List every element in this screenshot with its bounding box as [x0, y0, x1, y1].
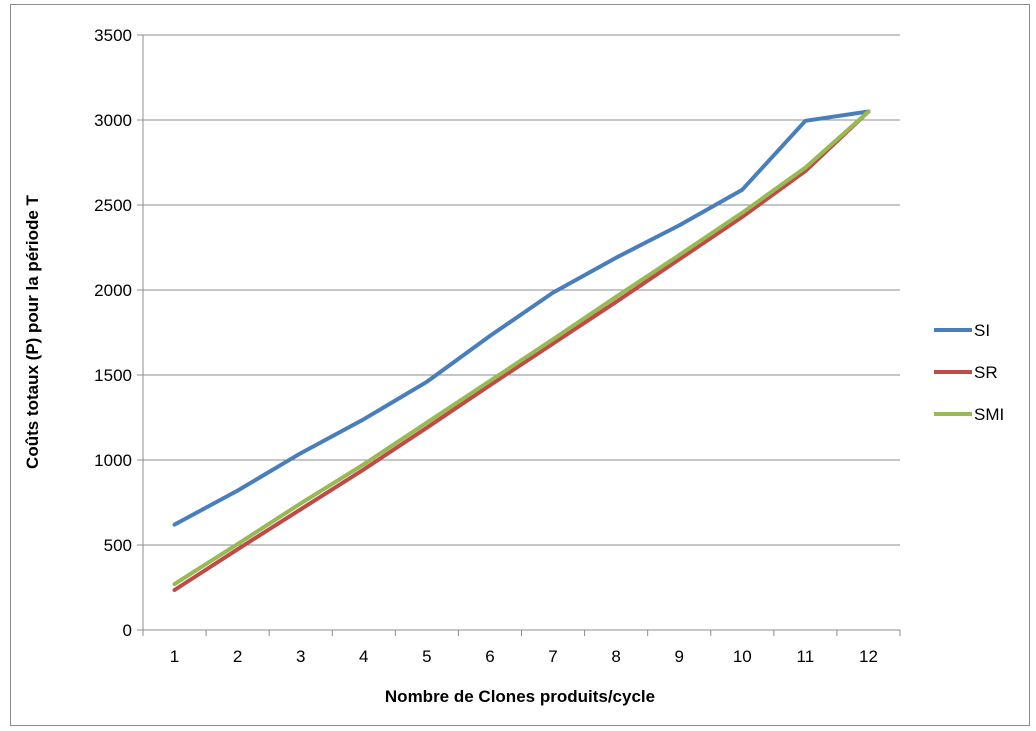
- y-tick-label: 500: [104, 536, 132, 555]
- axes: [137, 34, 901, 636]
- y-tick-label: 3500: [94, 26, 132, 45]
- x-tick-label: 7: [548, 647, 557, 666]
- x-tick-label: 11: [797, 647, 815, 666]
- x-tick-label: 1: [170, 647, 179, 666]
- x-tick-label: 12: [859, 647, 878, 666]
- y-tick-label: 1500: [94, 366, 132, 385]
- x-tick-label: 3: [296, 647, 305, 666]
- x-tick-label: 8: [611, 647, 620, 666]
- gridlines: [143, 34, 900, 546]
- legend-label-sr: SR: [974, 363, 998, 382]
- series-line-si: [172, 109, 871, 527]
- series-line-sr: [172, 109, 871, 592]
- y-tick-label: 2000: [94, 281, 132, 300]
- y-tick-label: 3000: [94, 111, 132, 130]
- series-line-smi: [172, 109, 871, 587]
- legend-label-si: SI: [974, 321, 990, 340]
- x-tick-label: 6: [485, 647, 494, 666]
- y-tick-label: 0: [123, 621, 132, 640]
- y-tick-labels: 0 500 1000 1500 2000 2500 3000 3500: [94, 26, 132, 640]
- x-tick-label: 2: [233, 647, 242, 666]
- x-tick-label: 9: [674, 647, 683, 666]
- x-tick-label: 5: [422, 647, 431, 666]
- x-tick-labels: 1 2 3 4 5 6 7 8 9 10 11 12: [170, 647, 878, 666]
- x-tick-label: 4: [359, 647, 368, 666]
- y-tick-label: 1000: [94, 451, 132, 470]
- legend-label-smi: SMI: [974, 405, 1004, 424]
- y-axis-title: Coûts totaux (P) pour la période T: [23, 194, 42, 469]
- legend: SI SR SMI: [934, 321, 1004, 424]
- series-lines: [172, 109, 871, 592]
- y-tick-label: 2500: [94, 196, 132, 215]
- x-axis-title: Nombre de Clones produits/cycle: [385, 687, 655, 706]
- x-tick-label: 10: [733, 647, 752, 666]
